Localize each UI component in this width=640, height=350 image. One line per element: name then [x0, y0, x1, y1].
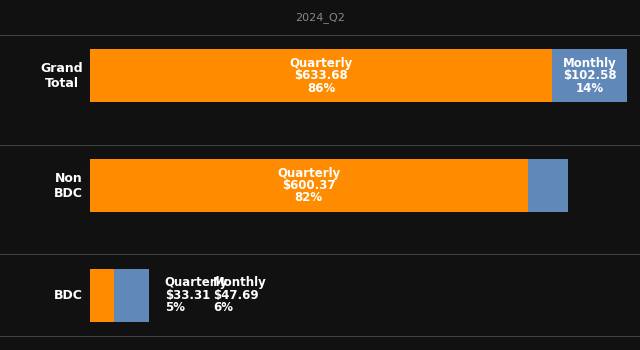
Text: Monthly: Monthly [213, 276, 267, 289]
Bar [90, 49, 552, 103]
Bar [114, 269, 148, 322]
Text: Quarterly: Quarterly [277, 167, 340, 180]
Text: $33.31: $33.31 [165, 289, 210, 302]
Text: 6%: 6% [213, 301, 233, 314]
Text: 86%: 86% [307, 82, 335, 95]
Text: 14%: 14% [576, 82, 604, 95]
Text: Quarterly: Quarterly [165, 276, 228, 289]
Text: $633.68: $633.68 [294, 69, 348, 82]
Text: 82%: 82% [295, 191, 323, 204]
Text: Non
BDC: Non BDC [54, 172, 83, 200]
Text: 5%: 5% [165, 301, 185, 314]
Text: $47.69: $47.69 [213, 289, 259, 302]
Text: 2024_Q2: 2024_Q2 [295, 12, 345, 23]
Bar [90, 269, 114, 322]
Bar [528, 159, 568, 212]
Text: Grand
Total: Grand Total [40, 62, 83, 90]
Text: $600.37: $600.37 [282, 179, 335, 192]
Bar [90, 159, 528, 212]
Bar [552, 49, 627, 103]
Text: Monthly: Monthly [563, 57, 616, 70]
Text: Quarterly: Quarterly [289, 57, 353, 70]
Text: $102.58: $102.58 [563, 69, 616, 82]
Text: BDC: BDC [54, 289, 83, 302]
